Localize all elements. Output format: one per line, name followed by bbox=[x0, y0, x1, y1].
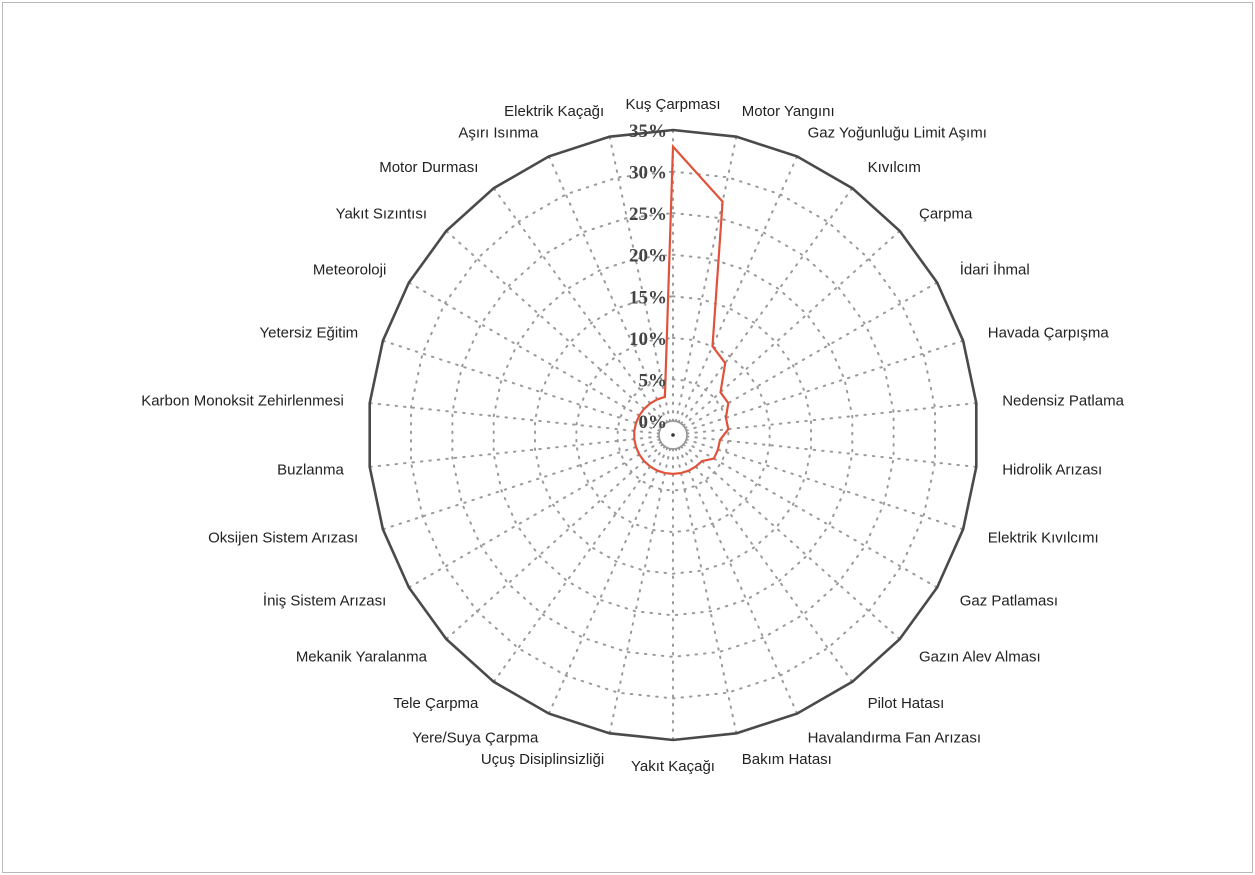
radar-spoke bbox=[682, 443, 901, 641]
radar-category-labels: Kuş Çarpması Motor Yangını Gaz Yoğunluğu L… bbox=[141, 96, 1124, 775]
category-label: Elektrik Kaçağı bbox=[504, 103, 604, 120]
tick-label: 30% bbox=[629, 163, 667, 184]
category-label: Bakım Hatası bbox=[742, 751, 832, 768]
category-label: Aşırı Isınma bbox=[458, 125, 539, 142]
tick-label: 10% bbox=[629, 329, 667, 350]
radar-spoke bbox=[685, 339, 965, 432]
radar-tick-labels: 0% 5% 10% 15% 20% 25% 30% 35% bbox=[629, 121, 667, 433]
category-label: Tele Çarpma bbox=[393, 695, 479, 712]
tick-label: 5% bbox=[639, 370, 668, 391]
radar-spoke bbox=[682, 229, 901, 427]
category-label: Motor Yangını bbox=[742, 103, 835, 120]
radar-spoke bbox=[685, 438, 965, 531]
tick-label: 0% bbox=[639, 412, 668, 433]
category-label: Kuş Çarpması bbox=[625, 96, 720, 113]
radar-spoke bbox=[547, 446, 669, 715]
grid-ring bbox=[534, 295, 812, 575]
tick-label: 35% bbox=[629, 121, 667, 142]
category-label: Buzlanma bbox=[277, 462, 344, 479]
category-label: Elektrik Kıvılcımı bbox=[988, 529, 1099, 546]
grid-ring bbox=[492, 253, 854, 617]
radar-spoke bbox=[684, 281, 939, 429]
radar-spoke bbox=[608, 135, 672, 423]
radar-spoke bbox=[492, 445, 666, 683]
category-label: Yere/Suya Çarpma bbox=[412, 729, 539, 746]
radar-spoke bbox=[445, 229, 664, 427]
category-label: İdari İhmal bbox=[960, 261, 1030, 279]
radar-spoke bbox=[381, 438, 661, 531]
category-label: Karbon Monoksit Zehirlenmesi bbox=[141, 392, 344, 409]
radar-spoke bbox=[677, 446, 799, 715]
radar-spoke bbox=[685, 435, 978, 468]
category-label: Oksijen Sistem Arızası bbox=[208, 529, 358, 546]
category-label: Motor Durması bbox=[379, 159, 478, 176]
category-label: Çarpma bbox=[919, 206, 973, 223]
category-label: Nedensiz Patlama bbox=[1002, 392, 1124, 409]
category-label: Gazın Alev Alması bbox=[919, 649, 1041, 666]
category-label: İniş Sistem Arızası bbox=[263, 592, 386, 610]
category-label: Yakıt Sızıntısı bbox=[336, 206, 427, 223]
radar-spoke bbox=[445, 443, 664, 641]
grid-ring bbox=[410, 170, 936, 700]
radar-spoke bbox=[674, 135, 738, 423]
radar-series bbox=[633, 143, 730, 476]
grid-ring bbox=[575, 336, 771, 534]
radar-spoke bbox=[381, 339, 661, 432]
tick-label: 20% bbox=[629, 246, 667, 267]
category-label: Pilot Hatası bbox=[868, 695, 945, 712]
category-label: Uçuş Disiplinsizliği bbox=[481, 751, 604, 768]
radar-spoke bbox=[407, 441, 662, 589]
radar-spoke bbox=[684, 441, 939, 589]
radar-spoke bbox=[608, 447, 672, 735]
radar-spoke bbox=[407, 281, 662, 429]
category-label: Yakıt Kaçağı bbox=[631, 758, 715, 775]
category-label: Meteoroloji bbox=[313, 262, 386, 279]
category-label: Gaz Patlaması bbox=[960, 593, 1058, 610]
category-label: Havalandırma Fan Arızası bbox=[808, 729, 981, 746]
category-label: Havada Çarpışma bbox=[988, 325, 1110, 342]
radar-spoke bbox=[677, 155, 799, 424]
radar-spoke bbox=[685, 402, 978, 435]
radar-spokes bbox=[368, 129, 978, 741]
category-label: Mekanik Yaralanma bbox=[296, 649, 428, 666]
radar-spoke bbox=[368, 435, 661, 468]
category-label: Gaz Yoğunluğu Limit Aşımı bbox=[808, 125, 987, 142]
tick-label: 25% bbox=[629, 204, 667, 225]
category-label: Hidrolik Arızası bbox=[1002, 462, 1102, 479]
category-label: Yetersiz Eğitim bbox=[260, 325, 359, 342]
radar-spoke bbox=[547, 155, 669, 424]
radar-spoke bbox=[492, 187, 666, 425]
radar-spoke bbox=[674, 447, 738, 735]
grid-ring bbox=[451, 212, 895, 658]
radar-spoke bbox=[680, 445, 854, 683]
category-label: Kıvılcım bbox=[868, 159, 921, 176]
radar-spoke bbox=[680, 187, 854, 425]
radar-outer-frame bbox=[368, 128, 978, 742]
radar-outer-ring bbox=[368, 128, 978, 742]
radar-center-dot bbox=[671, 433, 675, 437]
radar-spoke bbox=[368, 402, 661, 435]
tick-label: 15% bbox=[629, 287, 667, 308]
